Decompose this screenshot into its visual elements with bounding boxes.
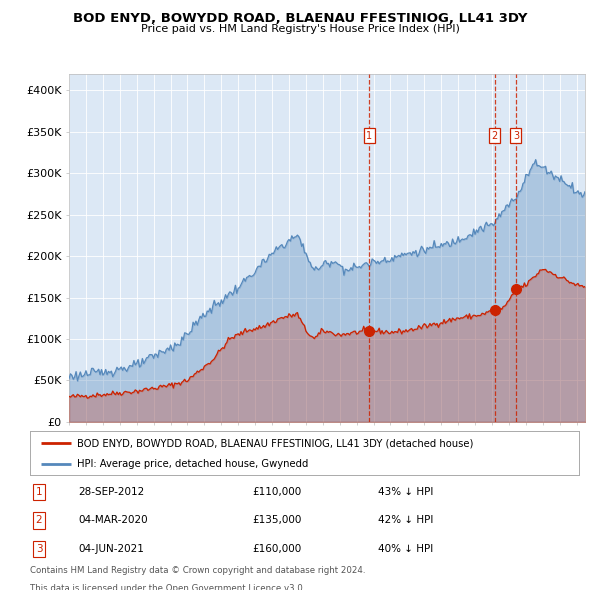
Text: BOD ENYD, BOWYDD ROAD, BLAENAU FFESTINIOG, LL41 3DY (detached house): BOD ENYD, BOWYDD ROAD, BLAENAU FFESTINIO… (77, 438, 473, 448)
Text: 2: 2 (492, 131, 498, 141)
Text: 3: 3 (35, 544, 43, 553)
Text: 2: 2 (35, 516, 43, 525)
Text: 43% ↓ HPI: 43% ↓ HPI (378, 487, 433, 497)
Text: BOD ENYD, BOWYDD ROAD, BLAENAU FFESTINIOG, LL41 3DY: BOD ENYD, BOWYDD ROAD, BLAENAU FFESTINIO… (73, 12, 527, 25)
Text: 1: 1 (35, 487, 43, 497)
Text: 04-JUN-2021: 04-JUN-2021 (78, 544, 144, 553)
Text: Contains HM Land Registry data © Crown copyright and database right 2024.: Contains HM Land Registry data © Crown c… (30, 566, 365, 575)
Text: £110,000: £110,000 (252, 487, 301, 497)
Text: £160,000: £160,000 (252, 544, 301, 553)
Text: 42% ↓ HPI: 42% ↓ HPI (378, 516, 433, 525)
Text: Price paid vs. HM Land Registry's House Price Index (HPI): Price paid vs. HM Land Registry's House … (140, 24, 460, 34)
Text: 40% ↓ HPI: 40% ↓ HPI (378, 544, 433, 553)
Text: £135,000: £135,000 (252, 516, 301, 525)
Text: 04-MAR-2020: 04-MAR-2020 (78, 516, 148, 525)
Text: HPI: Average price, detached house, Gwynedd: HPI: Average price, detached house, Gwyn… (77, 459, 308, 469)
Text: 3: 3 (513, 131, 519, 141)
Text: 1: 1 (366, 131, 372, 141)
Text: This data is licensed under the Open Government Licence v3.0.: This data is licensed under the Open Gov… (30, 584, 305, 590)
Text: 28-SEP-2012: 28-SEP-2012 (78, 487, 144, 497)
